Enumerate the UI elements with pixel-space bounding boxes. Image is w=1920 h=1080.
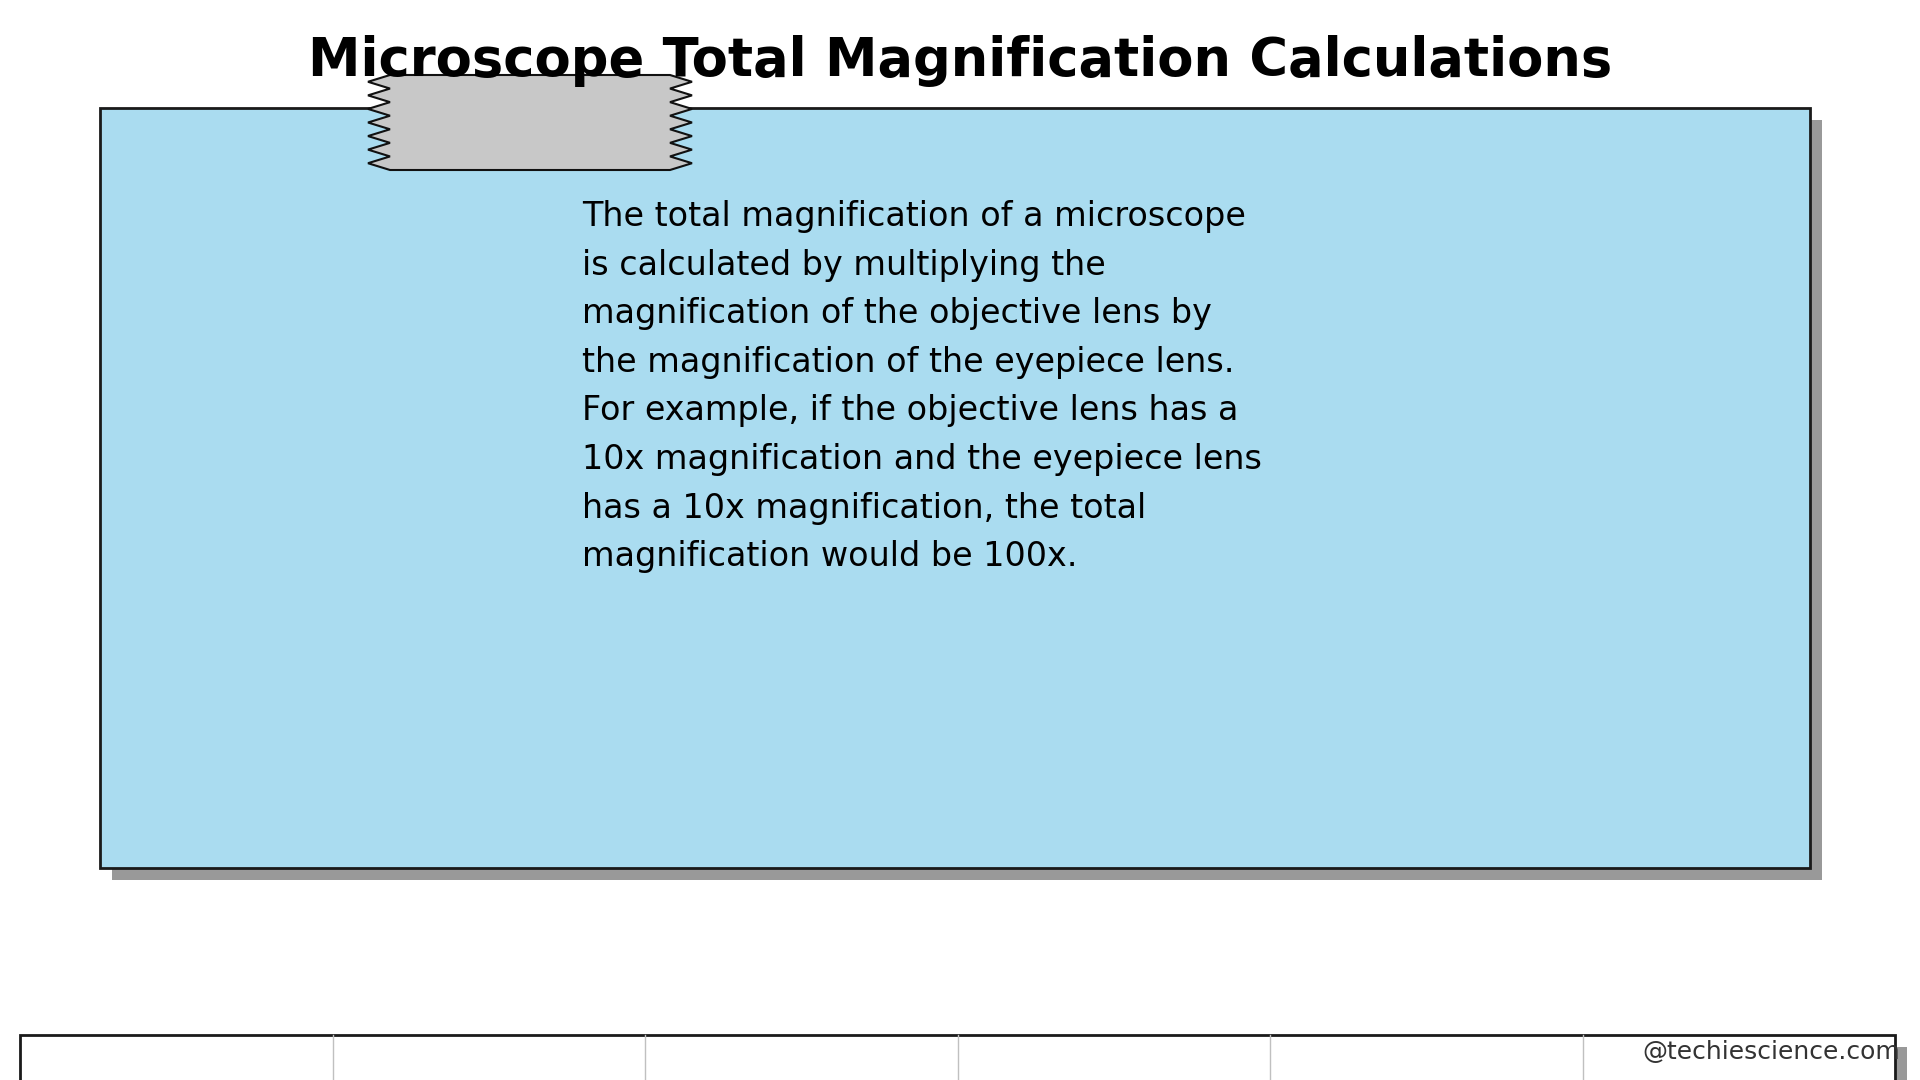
Text: The total magnification of a microscope
is calculated by multiplying the
magnifi: The total magnification of a microscope … [582, 200, 1261, 573]
FancyBboxPatch shape [19, 1035, 1895, 1080]
Text: @techiescience.com: @techiescience.com [1642, 1040, 1901, 1064]
FancyBboxPatch shape [100, 108, 1811, 868]
Polygon shape [369, 75, 691, 170]
Text: Microscope Total Magnification Calculations: Microscope Total Magnification Calculati… [307, 35, 1613, 87]
FancyBboxPatch shape [33, 1047, 1907, 1080]
FancyBboxPatch shape [111, 120, 1822, 880]
